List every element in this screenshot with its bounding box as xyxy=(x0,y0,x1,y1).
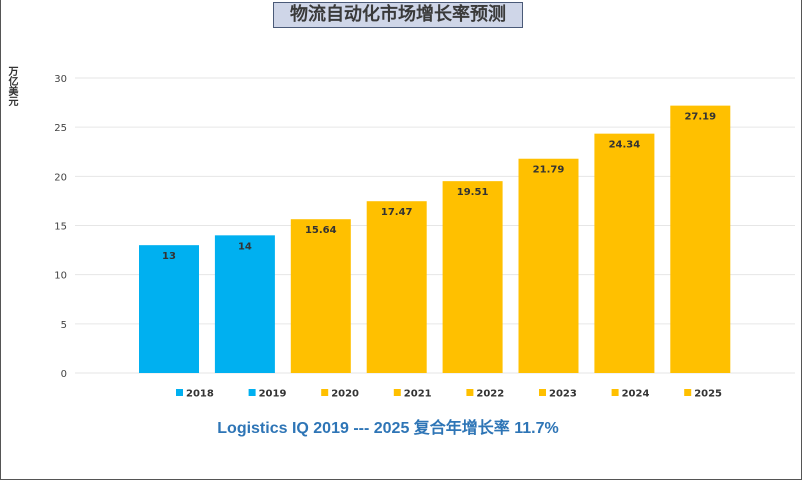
legend-swatch-2023 xyxy=(539,389,546,396)
legend-label-2023: 2023 xyxy=(549,389,577,400)
bar-2022 xyxy=(442,181,503,373)
legend-label-2021: 2021 xyxy=(404,389,432,400)
data-label-2021: 17.47 xyxy=(381,207,413,218)
cagr-footer: Logistics IQ 2019 --- 2025 复合年增长率 11.7% xyxy=(217,420,559,437)
data-label-2025: 27.19 xyxy=(684,112,716,123)
bar-2020 xyxy=(290,219,351,373)
bar-2018 xyxy=(139,245,199,373)
data-label-2018: 13 xyxy=(162,251,176,262)
legend-label-2020: 2020 xyxy=(331,389,359,400)
legend-swatch-2022 xyxy=(466,389,474,396)
legend-label-2025: 2025 xyxy=(694,389,722,400)
legend-swatch-2024 xyxy=(611,389,619,396)
bar-2021 xyxy=(366,201,427,373)
chart-title: 物流自动化市场增长率预测 xyxy=(273,2,523,28)
data-label-2022: 19.51 xyxy=(457,187,489,198)
data-label-2023: 21.79 xyxy=(533,165,565,176)
legend-label-2018: 2018 xyxy=(186,389,214,400)
y-tick-label: 20 xyxy=(54,172,67,183)
legend-swatch-2025 xyxy=(684,389,692,396)
data-label-2019: 14 xyxy=(238,241,252,252)
y-tick-label: 5 xyxy=(61,320,67,331)
legend-label-2024: 2024 xyxy=(622,389,650,400)
y-tick-label: 30 xyxy=(54,74,67,85)
legend-label-2022: 2022 xyxy=(476,389,504,400)
bar-2024 xyxy=(594,133,655,373)
bar-2025 xyxy=(670,105,731,374)
legend-label-2019: 2019 xyxy=(259,389,287,400)
legend-swatch-2019 xyxy=(248,389,256,396)
legend-swatch-2018 xyxy=(176,389,183,396)
data-label-2024: 24.34 xyxy=(609,140,641,151)
data-label-2020: 15.64 xyxy=(305,225,337,236)
legend-swatch-2021 xyxy=(393,389,401,396)
y-tick-label: 0 xyxy=(61,369,67,380)
y-tick-label: 25 xyxy=(54,123,67,134)
bar-2023 xyxy=(518,158,579,373)
y-axis-label: 万亿美元 xyxy=(6,66,17,106)
y-tick-label: 10 xyxy=(54,271,67,282)
y-tick-label: 15 xyxy=(54,222,67,233)
bar-2019 xyxy=(214,235,275,373)
legend-swatch-2020 xyxy=(321,389,329,396)
